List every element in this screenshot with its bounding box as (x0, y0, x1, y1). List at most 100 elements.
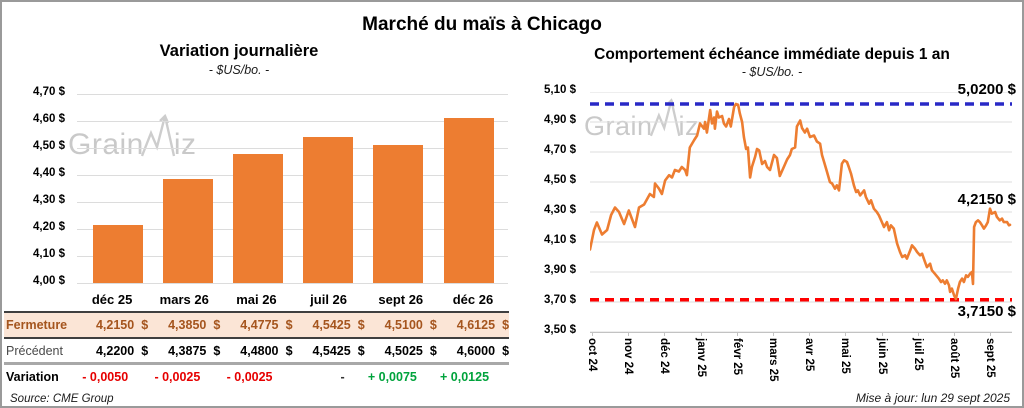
currency-symbol: $ (357, 343, 365, 358)
currency-symbol: $ (429, 318, 437, 332)
y-tick-label: 4,90 $ (544, 114, 576, 126)
table-cell: 4,3875 $ (148, 344, 220, 358)
cell-value: - (340, 370, 345, 384)
gridline (77, 148, 508, 149)
table-row-variation: Variation - 0,0050 - 0,0025 - 0,0025 - + 0,00… (4, 365, 509, 389)
cell-value: + 0,0125 (440, 370, 490, 384)
y-tick-label: 3,70 $ (544, 294, 576, 306)
table-cell: + 0,0125 (437, 370, 509, 384)
table-cell: + 0,0075 (365, 370, 437, 384)
row-label: Variation (6, 370, 59, 384)
line-chart-plot (590, 92, 1012, 332)
futures-table: déc 25 mars 26 mai 26 juil 26 sept 26 déc 26 F… (4, 288, 509, 389)
bar-déc-26 (443, 117, 494, 283)
cell-value: 4,3850 (168, 318, 207, 332)
y-tick-label: 4,00 $ (33, 275, 65, 287)
column-header-mai-26: mai 26 (236, 292, 277, 307)
column-header-déc-25: déc 25 (91, 292, 133, 307)
column-header-juil-26: juil 26 (310, 292, 348, 307)
table-cell: 4,5025 $ (365, 344, 437, 358)
y-tick-label: 4,10 $ (33, 248, 65, 260)
gridline (77, 121, 508, 122)
x-axis-tick (773, 332, 774, 336)
y-tick-label: 3,50 $ (544, 324, 576, 336)
x-tick-label-avr-25: avr 25 (803, 338, 816, 372)
x-axis-tick (845, 332, 847, 336)
x-axis-tick (700, 332, 702, 336)
bar-chart-plot (77, 94, 508, 283)
cell-value: 4,5025 (384, 343, 423, 358)
table-cell: - 0,0025 (220, 370, 292, 384)
x-tick-label-déc-24: déc 24 (658, 338, 671, 374)
cell-value: 4,4775 (240, 318, 279, 332)
table-cell: 4,6125 $ (437, 318, 509, 332)
update-note: Mise à jour: lun 29 sept 2025 (855, 391, 1010, 405)
column-header-déc-26: déc 26 (452, 292, 494, 307)
table-row-précédent: Précédent 4,2200 $4,3875 $ 4,4800 $4,5425 $4,5… (4, 339, 509, 365)
currency-symbol: $ (502, 318, 510, 332)
x-tick-label-mars-25: mars 25 (767, 338, 779, 382)
x-tick-label-juil-25: juil 25 (911, 338, 924, 371)
x-axis-tick (881, 332, 883, 336)
cell-value: 4,5425 (312, 318, 351, 332)
x-tick-label-oct-24: oct 24 (586, 338, 598, 372)
page-title: Marché du maïs à Chicago (362, 14, 602, 35)
x-axis-tick (990, 332, 992, 336)
x-tick-label-nov-24: nov 24 (622, 338, 635, 375)
currency-symbol: $ (285, 318, 293, 332)
x-tick-label-janv-25: janv 25 (694, 338, 707, 377)
cell-value: 4,2150 (95, 318, 135, 332)
y-tick-label: 4,50 $ (33, 140, 65, 152)
price-series-line (590, 102, 1012, 301)
gridline (77, 94, 508, 95)
table-cell: 4,5100 $ (365, 318, 437, 332)
row-label: Précédent (6, 343, 63, 358)
x-axis-tick (917, 332, 919, 336)
cell-value: - 0,0025 (226, 370, 273, 384)
y-tick-label: 3,90 $ (544, 264, 576, 276)
x-axis-tick (736, 332, 738, 336)
y-tick-label: 4,70 $ (33, 86, 65, 98)
bar-déc-25 (92, 225, 143, 283)
table-cell: 4,5425 $ (293, 318, 365, 332)
x-tick-label-juin-25: juin 25 (875, 338, 888, 375)
gridline (77, 229, 508, 230)
y-tick-label: 4,10 $ (544, 234, 576, 246)
y-tick-label: 4,50 $ (544, 174, 576, 186)
currency-symbol: $ (502, 343, 510, 358)
currency-symbol: $ (141, 318, 149, 332)
cell-value: 4,4800 (240, 343, 279, 358)
gridline (77, 175, 508, 176)
cell-value: - 0,0025 (154, 370, 201, 384)
table-cell: 4,3850 $ (148, 318, 220, 332)
low-reference-label: 3,7150 $ (957, 303, 1016, 320)
bar-juil-26 (303, 136, 354, 283)
cell-value: 4,5425 (312, 343, 351, 358)
gridline (77, 256, 508, 257)
cell-value: 4,5100 (384, 318, 423, 332)
cell-value: 4,6000 (456, 343, 496, 358)
currency-symbol: $ (213, 318, 221, 332)
table-cell: 4,2150 $ (76, 318, 148, 332)
x-axis-tick (809, 332, 811, 336)
x-tick-label-sept-25: sept 25 (984, 338, 997, 378)
table-cell: - 0,0025 (148, 370, 220, 384)
cell-value: 4,2200 (95, 343, 135, 358)
y-tick-label: 4,60 $ (33, 113, 65, 125)
y-tick-label: 5,10 $ (544, 84, 576, 96)
x-axis-tick (664, 332, 666, 336)
high-reference-label: 5,0200 $ (957, 81, 1016, 98)
y-tick-label: 4,70 $ (544, 144, 576, 156)
table-header-row: déc 25 mars 26 mai 26 juil 26 sept 26 déc 26 (4, 288, 509, 313)
table-cell: 4,2200 $ (76, 344, 148, 358)
bar-chart-title: Variation journalière (159, 42, 319, 60)
x-tick-label-févr-25: févr 25 (730, 338, 743, 376)
column-header-mars-26: mars 26 (159, 292, 209, 307)
bar-mai-26 (232, 154, 283, 283)
column-header-sept-26: sept 26 (378, 292, 424, 307)
y-tick-label: 4,30 $ (544, 204, 576, 216)
currency-symbol: $ (357, 318, 365, 332)
last-price-label: 4,2150 $ (957, 191, 1016, 208)
x-axis-tick (954, 332, 955, 336)
